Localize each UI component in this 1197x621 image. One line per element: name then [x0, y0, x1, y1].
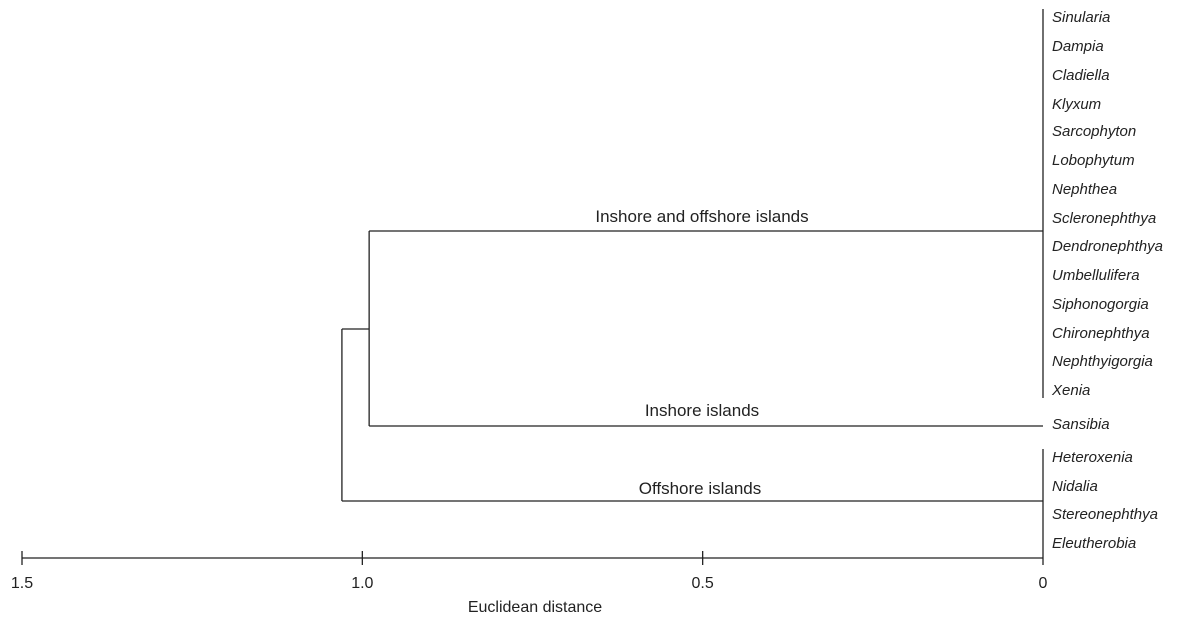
taxon-label: Siphonogorgia	[1052, 296, 1149, 313]
x-tick-label: 0	[1039, 575, 1048, 592]
taxon-label: Nephthyigorgia	[1052, 353, 1153, 370]
taxon-label: Klyxum	[1052, 96, 1101, 113]
taxon-label: Umbellulifera	[1052, 267, 1140, 284]
taxon-label: Heteroxenia	[1052, 449, 1133, 466]
x-tick-label: 1.0	[351, 575, 373, 592]
taxon-label: Chironephthya	[1052, 325, 1150, 342]
x-axis-label: Euclidean distance	[468, 599, 602, 616]
cluster-labels: Inshore and offshore islands Inshore isla…	[595, 207, 808, 498]
taxon-label: Scleronephthya	[1052, 210, 1156, 227]
cluster-label: Offshore islands	[639, 479, 762, 498]
taxon-label: Sarcophyton	[1052, 123, 1136, 140]
taxon-label: Sinularia	[1052, 9, 1110, 26]
taxon-label: Eleutherobia	[1052, 535, 1136, 552]
taxon-label: Dampia	[1052, 38, 1104, 55]
x-tick-label: 1.5	[11, 575, 33, 592]
taxon-label: Sansibia	[1052, 416, 1110, 433]
x-tick-label: 0.5	[692, 575, 714, 592]
taxa-labels: Sinularia Dampia Cladiella Klyxum Sarcophyto…	[1051, 9, 1163, 552]
taxon-label: Xenia	[1051, 382, 1090, 399]
taxon-label: Cladiella	[1052, 67, 1110, 84]
taxon-label: Lobophytum	[1052, 152, 1135, 169]
taxon-label: Dendronephthya	[1052, 238, 1163, 255]
branches	[341, 230, 1043, 502]
cluster-label: Inshore islands	[645, 401, 759, 420]
taxon-label: Nidalia	[1052, 478, 1098, 495]
taxon-label: Nephthea	[1052, 181, 1117, 198]
taxon-label: Stereonephthya	[1052, 506, 1158, 523]
cluster-label: Inshore and offshore islands	[595, 207, 808, 226]
x-axis: 1.5 1.0 0.5 0	[11, 551, 1048, 592]
